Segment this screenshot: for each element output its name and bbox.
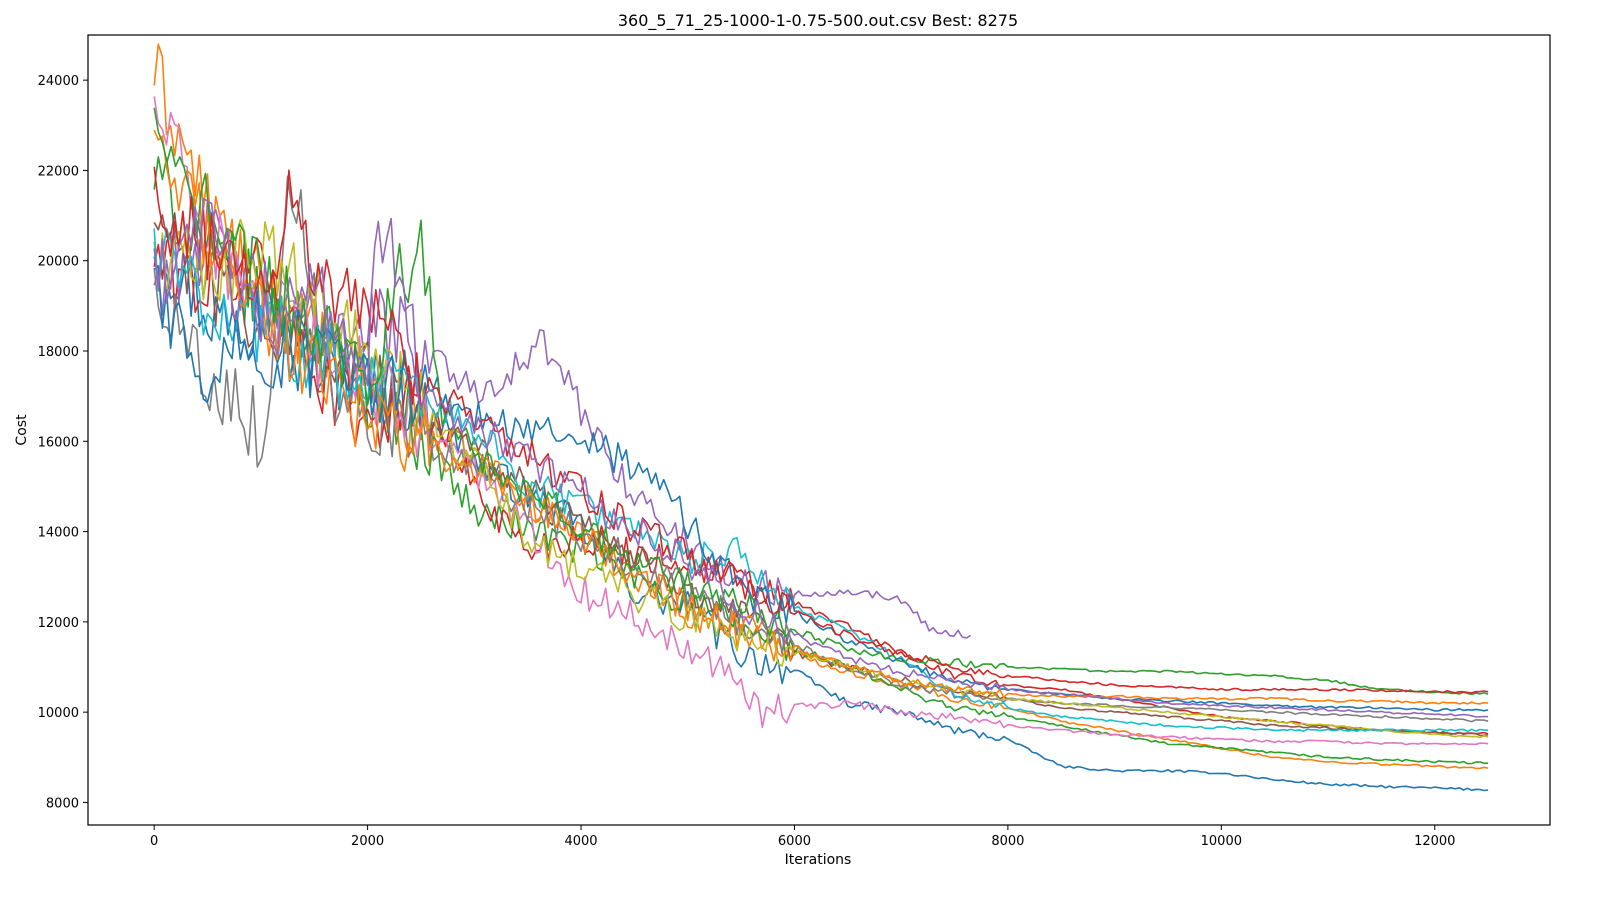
series-line-5 — [153, 199, 971, 639]
chart-title: 360_5_71_25-1000-1-0.75-500.out.csv Best… — [618, 11, 1018, 31]
x-tick-label: 2000 — [351, 834, 384, 849]
plot-frame — [87, 34, 1551, 826]
x-tick-label: 10000 — [1201, 834, 1242, 849]
y-axis-ticks: 8000 10000 12000 14000 16000 18000 20000 22000 2… — [38, 74, 88, 811]
y-tick-label: 14000 — [38, 526, 79, 541]
x-tick-label: 8000 — [991, 834, 1024, 849]
y-tick-label: 10000 — [38, 706, 79, 721]
x-tick-label: 6000 — [778, 834, 811, 849]
series-line-12 — [153, 129, 1489, 705]
series-line-9 — [153, 218, 1489, 739]
x-tick-label: 0 — [150, 834, 158, 849]
x-axis-ticks: 0 2000 4000 6000 8000 10000 12000 — [150, 825, 1455, 849]
series-line-7 — [153, 96, 1489, 746]
series-layer — [153, 43, 1489, 792]
series-line-8 — [153, 175, 1489, 723]
y-tick-label: 24000 — [38, 74, 79, 89]
x-tick-label: 4000 — [564, 834, 597, 849]
series-line-3 — [153, 156, 1489, 765]
series-line-15 — [153, 197, 1489, 718]
series-line-13 — [153, 107, 1489, 696]
series-line-10 — [153, 227, 1489, 733]
y-axis-label: Cost — [14, 414, 30, 446]
x-axis-label: Iterations — [785, 852, 852, 868]
y-tick-label: 12000 — [38, 616, 79, 631]
y-tick-label: 22000 — [38, 164, 79, 179]
y-tick-label: 20000 — [38, 255, 79, 270]
y-tick-label: 16000 — [38, 435, 79, 450]
y-tick-label: 8000 — [46, 796, 79, 811]
series-line-14 — [153, 166, 1489, 694]
y-tick-label: 18000 — [38, 345, 79, 360]
series-line-11 — [153, 265, 1489, 712]
x-tick-label: 12000 — [1414, 834, 1455, 849]
